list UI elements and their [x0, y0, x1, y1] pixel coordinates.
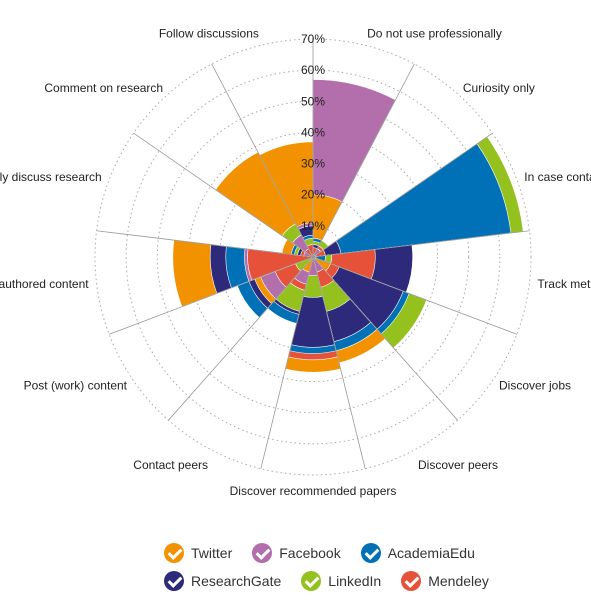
grid-circle [156, 100, 470, 414]
grid-circle [187, 131, 439, 383]
category-label: Share links to authored content [0, 277, 89, 291]
wedge-academiaedu-2[interactable] [312, 143, 512, 258]
tick-label: 50% [301, 94, 325, 108]
wedges [172, 79, 524, 373]
spoke [96, 230, 314, 258]
legend-label: ResearchGate [191, 573, 282, 589]
legend-item-linkedin[interactable]: LinkedIn [301, 571, 381, 591]
legend-row: Twitter Facebook AcademiaEdu [164, 540, 495, 566]
tick-label: 60% [301, 63, 325, 77]
category-label: Do not use professionally [367, 27, 502, 41]
spoke [312, 132, 493, 258]
tick-label: 30% [301, 157, 325, 171]
category-label: Post (work) content [24, 378, 128, 392]
spoke [260, 256, 314, 469]
tick-label: 20% [301, 188, 325, 202]
spoke [133, 132, 314, 258]
checkmark-icon [164, 543, 184, 563]
checkmark-icon [301, 571, 322, 591]
legend-item-researchgate[interactable]: ResearchGate [164, 571, 281, 591]
category-label: Contact peers [133, 458, 208, 472]
category-label: Discover recommended papers [230, 484, 397, 498]
spoke [312, 256, 458, 421]
category-label: Curiosity only [463, 81, 535, 95]
legend-label: Mendeley [428, 573, 489, 589]
spoke [168, 256, 314, 421]
spoke [109, 256, 314, 335]
legend-item-academiaedu[interactable]: AcademiaEdu [360, 543, 475, 563]
checkmark-icon [360, 543, 381, 563]
spoke [312, 256, 517, 335]
checkmark-icon [164, 571, 184, 591]
tick-label: 10% [301, 219, 325, 233]
category-label: Comment on research [44, 81, 163, 95]
tick-label: 40% [301, 125, 325, 139]
legend-item-mendeley[interactable]: Mendeley [401, 571, 489, 591]
category-label: In case contacted [524, 170, 591, 184]
category-label: Follow discussions [159, 27, 259, 41]
checkmark-icon [401, 571, 422, 591]
category-label: Discover peers [418, 458, 498, 472]
grid-circle [125, 69, 501, 445]
spoke [312, 63, 415, 258]
legend-label: AcademiaEdu [387, 545, 475, 561]
category-label: Actively discuss research [0, 170, 102, 184]
tick-label: 70% [301, 32, 325, 46]
legend-label: Twitter [191, 545, 233, 561]
spokes [96, 39, 530, 469]
legend-row: ResearchGate LinkedIn Mendeley [164, 568, 509, 594]
polar-chart: 10% 20% 30% 40% 50% 60% 70% Do not use professi… [0, 27, 591, 498]
spoke [312, 230, 530, 258]
spoke [211, 63, 314, 258]
legend-label: LinkedIn [328, 573, 382, 589]
spoke [312, 256, 366, 469]
legend-label: Facebook [279, 545, 341, 561]
category-label: Track metrics [537, 277, 591, 291]
checkmark-icon [252, 543, 273, 563]
category-label: Discover jobs [499, 378, 571, 392]
legend-item-twitter[interactable]: Twitter [164, 543, 232, 563]
legend-item-facebook[interactable]: Facebook [252, 543, 341, 563]
